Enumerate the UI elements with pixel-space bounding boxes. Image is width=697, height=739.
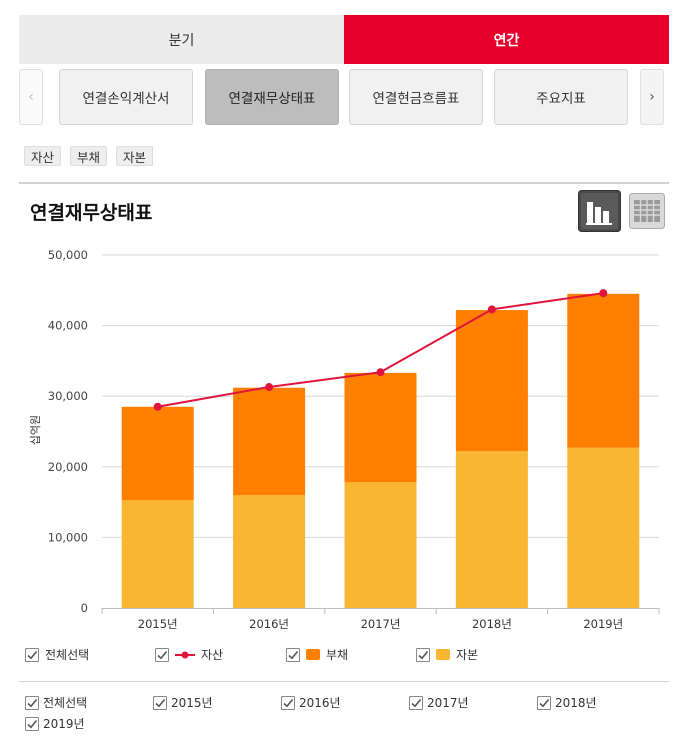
checkbox[interactable] [537,695,551,710]
checkbox[interactable] [281,695,295,710]
bar-liabilities[interactable] [344,372,417,483]
checkbox[interactable] [155,647,169,662]
axes: 0 10,000 20,000 30,000 40,000 50,000 2015년 2016… [48,248,660,631]
y-tick-label: 50,000 [48,248,88,262]
legend-assets[interactable]: 자산 [155,646,223,663]
table-view-button[interactable] [629,190,665,232]
legend-liabilities[interactable]: 부채 [286,646,348,663]
y-tick-label: 40,000 [48,319,88,333]
chart-title: 연결재무상태표 [30,202,153,224]
year-label: 2018년 [555,696,597,710]
checkmark-icon [288,650,299,659]
chevron-right-icon: › [649,89,655,105]
year-select-all[interactable]: 전체선택 [25,694,87,711]
divider-bottom [19,681,669,682]
y-tick-label: 20,000 [48,460,88,474]
bar-equity[interactable] [567,447,640,608]
legend-label: 부채 [326,648,349,662]
bar-equity[interactable] [233,495,306,608]
legend-select-all[interactable]: 전체선택 [25,646,89,663]
tab-annual[interactable]: 연간 [344,15,669,64]
year-label: 2015년 [171,696,213,710]
asset-point[interactable] [265,383,274,392]
x-tick-label: 2018년 [472,617,512,631]
bar-chart-icon [578,190,621,232]
x-tick-label: 2017년 [361,617,401,631]
asset-point[interactable] [376,368,385,377]
bar-equity[interactable] [344,482,417,608]
bar-liabilities[interactable] [455,310,528,452]
year-label: 2019년 [43,717,85,731]
legend-label: 전체선택 [45,648,90,662]
x-tick-label: 2019년 [583,617,623,631]
year-2018[interactable]: 2018년 [537,694,597,711]
chip-assets[interactable]: 자산 [24,146,62,166]
y-axis-label: 십억원 [29,415,42,445]
tab-balance-sheet[interactable]: 연결재무상태표 [205,69,339,125]
checkmark-icon [155,698,166,707]
legend-equity[interactable]: 자본 [416,646,478,663]
checkmark-icon [411,698,422,707]
checkbox[interactable] [25,695,39,710]
legend-label: 자본 [456,648,479,662]
legend-label: 자산 [201,648,224,662]
divider-top [19,182,669,184]
chevron-left-icon: ‹ [28,89,34,105]
tab-quarterly[interactable]: 분기 [19,15,344,64]
bar-equity[interactable] [455,451,528,608]
statement-tabs: ‹ 연결손익계산서 연결재무상태표 연결현금흐름표 주요지표 › [19,69,669,126]
year-2019[interactable]: 2019년 [25,715,85,732]
x-tick-label: 2015년 [138,617,178,631]
next-button[interactable]: › [640,69,664,125]
tab-cash-flow[interactable]: 연결현금흐름표 [349,69,483,125]
bar-liabilities[interactable] [121,406,194,500]
checkbox[interactable] [25,647,39,662]
asset-point[interactable] [487,305,496,314]
tab-key-indicators[interactable]: 주요지표 [494,69,628,125]
legend: 전체선택 자산 부채 자본 [25,646,665,666]
asset-line [153,289,608,411]
bar-liabilities[interactable] [233,387,306,496]
year-label: 2017년 [427,696,469,710]
chip-liabilities[interactable]: 부채 [70,146,108,166]
line-marker-icon [175,651,195,658]
equity-swatch [436,649,450,660]
year-2015[interactable]: 2015년 [153,694,213,711]
tab-income-statement[interactable]: 연결손익계산서 [59,69,193,125]
asset-point[interactable] [599,289,608,298]
category-chips: 자산 부채 자본 [24,146,154,166]
year-2016[interactable]: 2016년 [281,694,341,711]
checkbox[interactable] [153,695,167,710]
y-tick-label: 10,000 [48,530,88,544]
year-label: 2016년 [299,696,341,710]
year-label: 전체선택 [43,696,88,710]
checkmark-icon [418,650,429,659]
checkmark-icon [27,719,38,728]
checkmark-icon [283,698,294,707]
checkbox[interactable] [25,716,39,731]
bars [121,293,640,608]
checkmark-icon [539,698,550,707]
balance-sheet-chart: 0 10,000 20,000 30,000 40,000 50,000 2015년 2016… [29,248,660,631]
liabilities-swatch [306,649,320,660]
bar-equity[interactable] [121,499,194,608]
y-tick-label: 0 [81,601,88,615]
period-tabs: 분기 연간 [19,15,669,64]
checkmark-icon [27,698,38,707]
asset-point[interactable] [153,402,162,411]
y-tick-label: 30,000 [48,389,88,403]
x-tick-label: 2016년 [249,617,289,631]
prev-button[interactable]: ‹ [19,69,43,125]
checkbox[interactable] [409,695,423,710]
checkbox[interactable] [416,647,430,662]
table-grid-icon [629,193,665,229]
bar-liabilities[interactable] [567,293,640,448]
checkbox[interactable] [286,647,300,662]
year-2017[interactable]: 2017년 [409,694,469,711]
chip-equity[interactable]: 자본 [116,146,154,166]
year-filter: 전체선택 2015년 2016년 2017년 2018년 2019년 [25,694,665,736]
checkmark-icon [27,650,38,659]
bar-chart-view-button[interactable] [578,190,621,232]
checkmark-icon [157,650,168,659]
